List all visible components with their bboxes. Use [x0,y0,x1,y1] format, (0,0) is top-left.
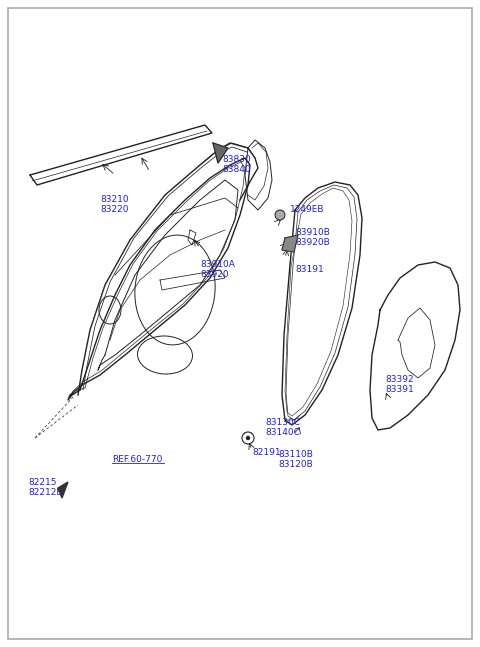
Polygon shape [282,235,298,252]
Text: 83210
83220: 83210 83220 [100,195,129,214]
Text: 82191: 82191 [252,448,281,457]
Circle shape [275,210,285,220]
Text: 83910A
83920: 83910A 83920 [200,260,235,280]
Text: REF.60-770: REF.60-770 [112,455,162,464]
Text: 83910B
83920B: 83910B 83920B [295,228,330,247]
Text: 82215
82212B: 82215 82212B [28,478,62,498]
Text: 1249EB: 1249EB [290,205,324,214]
Text: 83392
83391: 83392 83391 [385,375,414,395]
Text: 83110B
83120B: 83110B 83120B [278,450,313,470]
Text: 83130C
83140C: 83130C 83140C [265,418,300,437]
Polygon shape [213,143,228,163]
Polygon shape [58,482,68,498]
Text: 83830
83840: 83830 83840 [222,155,251,175]
FancyBboxPatch shape [8,8,472,639]
Circle shape [247,437,250,439]
Text: 83191: 83191 [295,265,324,274]
